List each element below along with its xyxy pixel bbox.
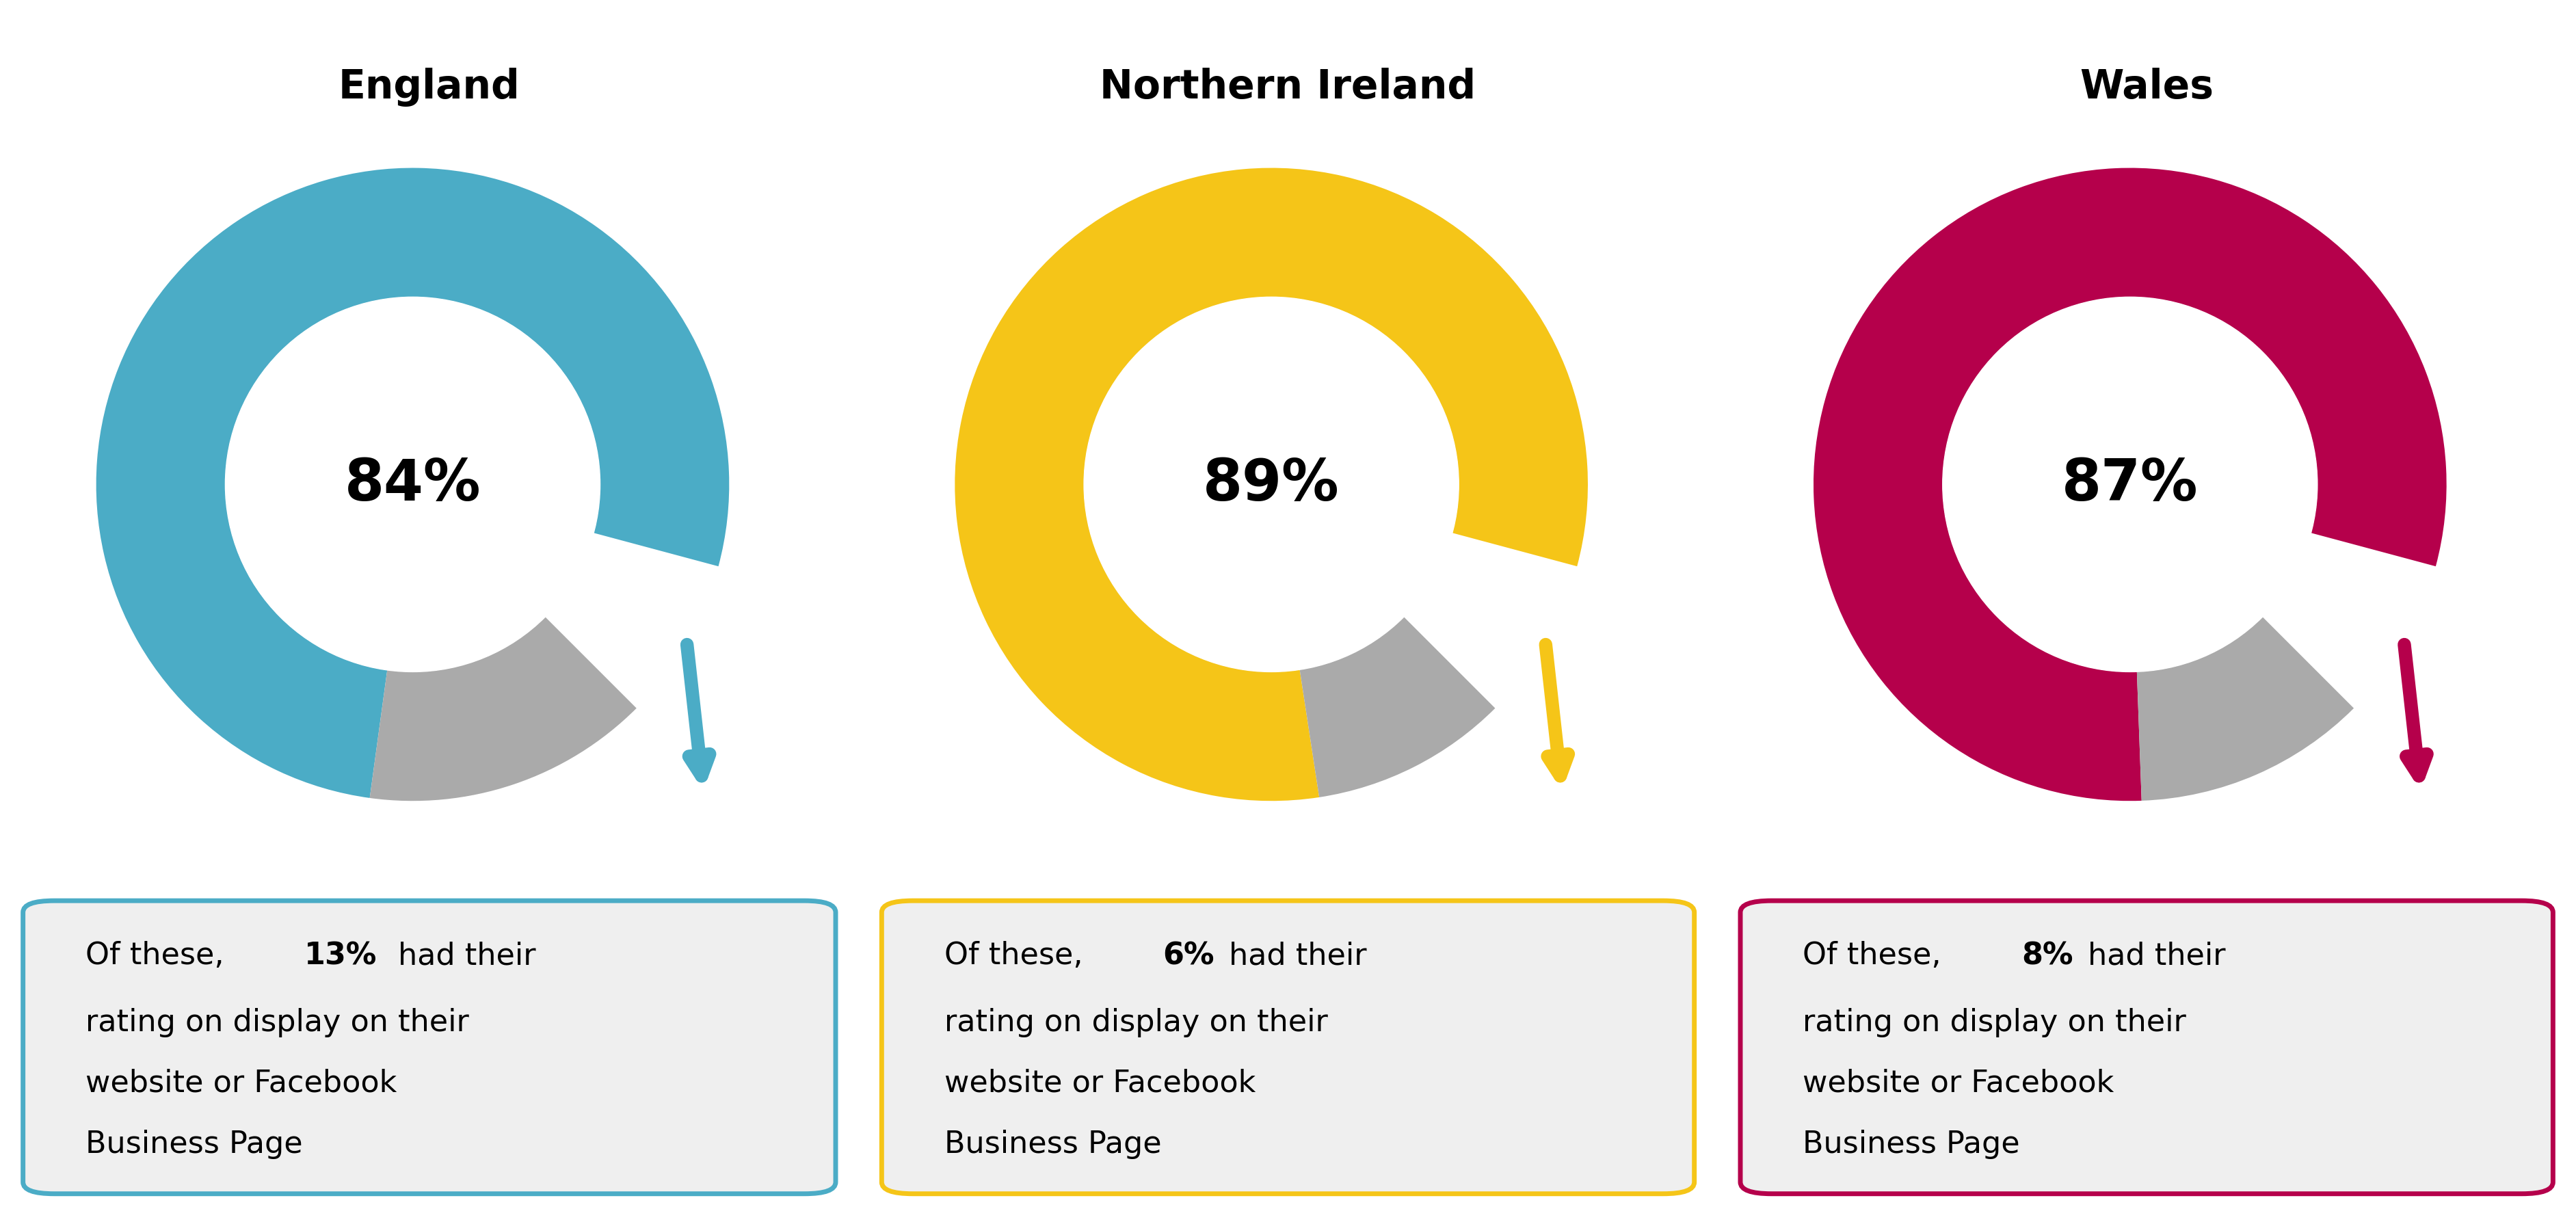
Text: 8%: 8% [2022, 941, 2074, 971]
Wedge shape [2138, 617, 2354, 800]
Text: Of these,: Of these, [85, 941, 234, 971]
Wedge shape [956, 168, 1587, 800]
Text: rating on display on their: rating on display on their [945, 1008, 1327, 1037]
Text: Northern Ireland: Northern Ireland [1100, 68, 1476, 106]
Text: 87%: 87% [2061, 457, 2197, 513]
Text: had their: had their [2079, 941, 2226, 971]
Text: England: England [337, 68, 520, 106]
FancyBboxPatch shape [1741, 901, 2553, 1193]
Text: website or Facebook: website or Facebook [945, 1069, 1255, 1098]
Text: Business Page: Business Page [85, 1129, 304, 1159]
Circle shape [1942, 297, 2318, 672]
Text: Business Page: Business Page [1803, 1129, 2020, 1159]
Text: had their: had their [1218, 941, 1368, 971]
Wedge shape [1814, 168, 2447, 800]
Text: 84%: 84% [345, 457, 482, 513]
Wedge shape [95, 168, 729, 798]
Circle shape [224, 297, 600, 672]
Text: rating on display on their: rating on display on their [85, 1008, 469, 1037]
Wedge shape [371, 617, 636, 800]
Text: 6%: 6% [1162, 941, 1216, 971]
Text: Of these,: Of these, [1803, 941, 1950, 971]
Text: Wales: Wales [2079, 68, 2213, 106]
Text: Of these,: Of these, [945, 941, 1092, 971]
Text: rating on display on their: rating on display on their [1803, 1008, 2187, 1037]
Text: website or Facebook: website or Facebook [85, 1069, 397, 1098]
Text: 13%: 13% [304, 941, 376, 971]
Text: had their: had their [389, 941, 536, 971]
FancyBboxPatch shape [881, 901, 1695, 1193]
Wedge shape [1301, 617, 1494, 797]
Circle shape [1084, 297, 1458, 672]
Text: 89%: 89% [1203, 457, 1340, 513]
FancyBboxPatch shape [23, 901, 835, 1193]
Text: website or Facebook: website or Facebook [1803, 1069, 2115, 1098]
Text: Business Page: Business Page [945, 1129, 1162, 1159]
